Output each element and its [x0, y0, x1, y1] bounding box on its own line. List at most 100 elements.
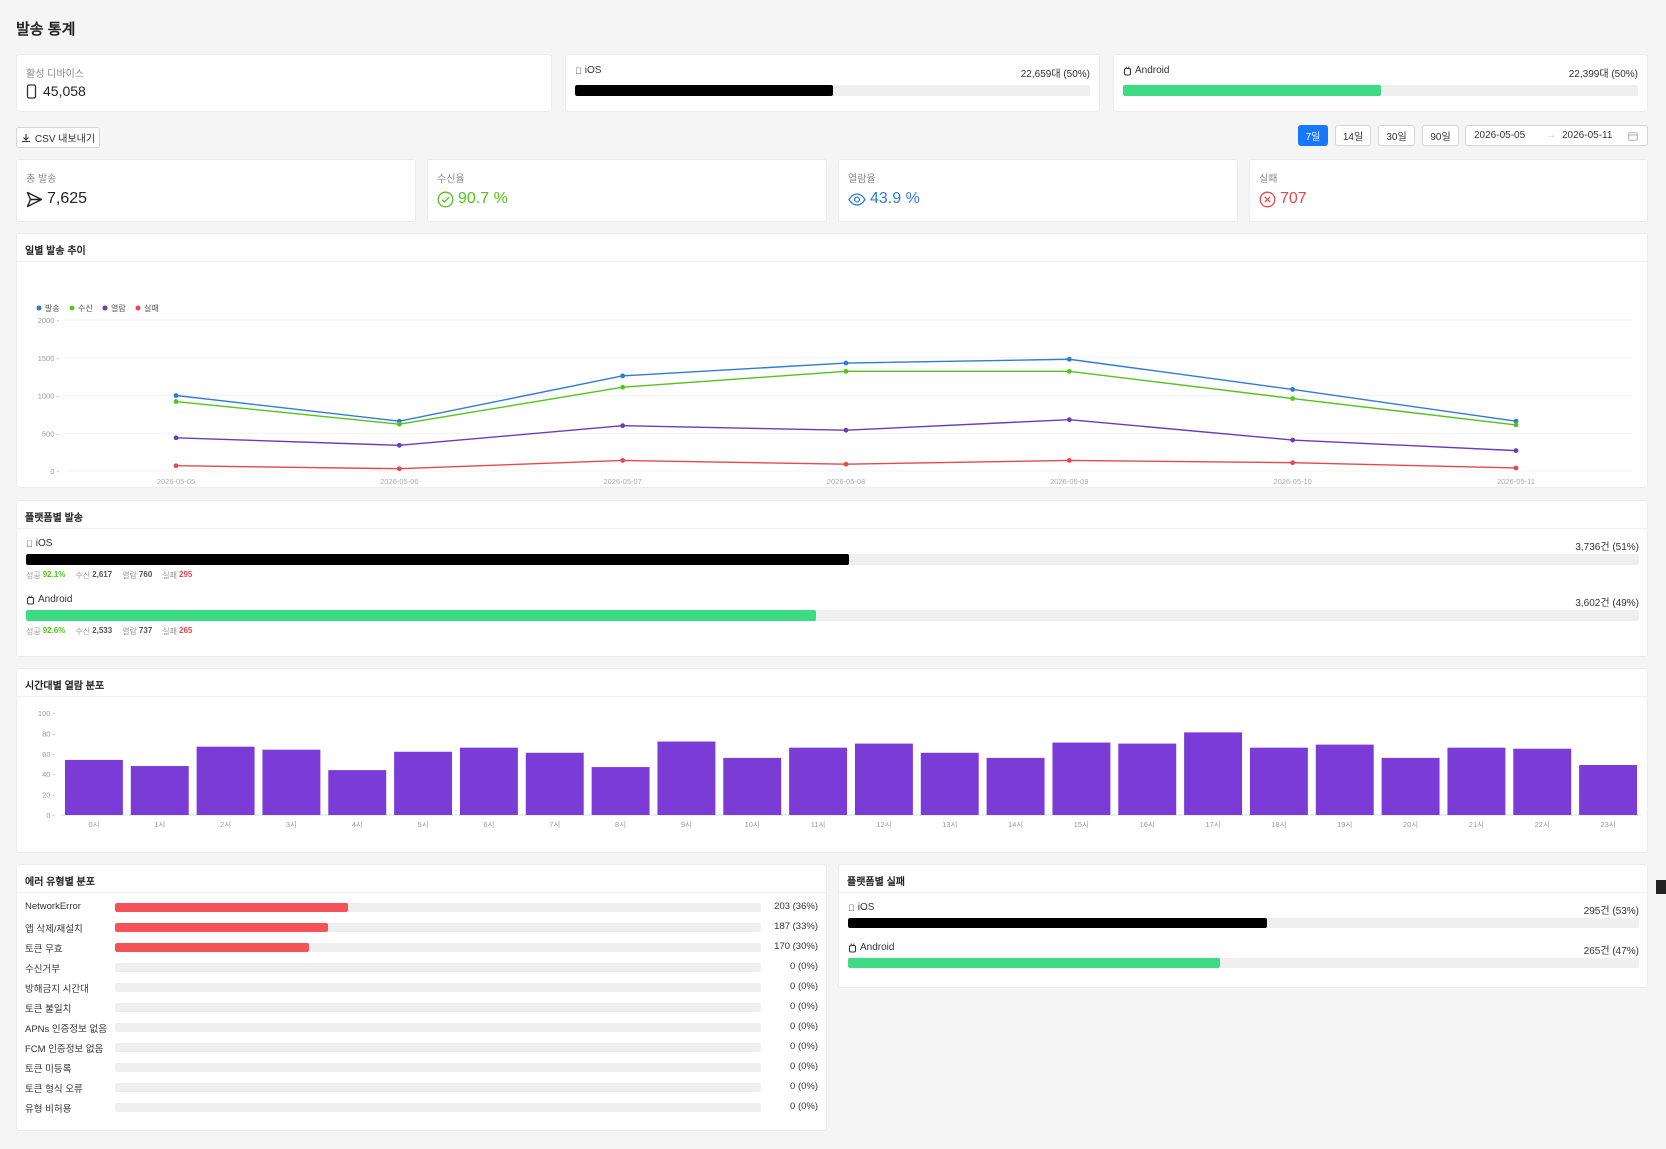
android-success-label: 성공	[26, 627, 41, 636]
x-tick-label: 7시	[549, 820, 560, 829]
hour-bar	[196, 746, 255, 815]
ios-devices-bar	[575, 85, 1090, 96]
error-label: 토큰 형식 오류	[25, 1084, 83, 1095]
platform-send-title: 플랫폼별 발송	[25, 513, 83, 524]
hour-bar	[854, 743, 913, 815]
hour-bar	[723, 757, 782, 815]
error-value: 170 (30%)	[774, 941, 818, 952]
platform-android-label: Android	[38, 594, 73, 605]
hour-bar	[1513, 748, 1572, 815]
legend-label: 수신	[78, 304, 93, 313]
error-value: 187 (33%)	[774, 921, 818, 932]
legend-marker	[69, 305, 75, 311]
android-devices-bar	[1123, 85, 1638, 96]
platform-ios-bar	[26, 554, 1639, 565]
data-point	[620, 384, 626, 390]
error-value: 0 (0%)	[790, 1021, 818, 1032]
data-point	[620, 373, 626, 379]
page-title: 발송 통계	[16, 21, 76, 38]
date-range-picker[interactable]: 2026-05-05 → 2026-05-11	[1465, 125, 1648, 146]
date-from-input[interactable]: 2026-05-05	[1474, 130, 1526, 141]
error-row: 유형 비허용 0 (0%)	[25, 1100, 818, 1115]
range-14-button[interactable]: 14일	[1335, 125, 1371, 146]
fail-android-value: 265건 (47%)	[1583, 946, 1639, 957]
x-tick-label: 2026-05-06	[380, 477, 418, 486]
x-tick-label: 2026-05-07	[603, 477, 641, 486]
y-tick-label: 20 -	[42, 791, 55, 800]
ios-open-label: 열람	[122, 571, 137, 580]
data-point	[1066, 368, 1072, 374]
error-label: 수신거부	[25, 964, 60, 975]
x-tick-label: 4시	[352, 820, 363, 829]
error-distribution-title: 에러 유형별 분포	[25, 877, 95, 888]
platform-android-bar	[26, 610, 1639, 621]
error-bar	[115, 1003, 761, 1012]
data-point	[1513, 448, 1519, 454]
error-label: NetworkError	[25, 901, 81, 912]
range-30-button[interactable]: 30일	[1378, 125, 1415, 146]
fail-ios-value: 295건 (53%)	[1583, 906, 1639, 917]
x-tick-label: 2시	[220, 820, 231, 829]
y-tick-label: 1500 -	[38, 354, 60, 363]
ios-devices-bar-fill	[575, 85, 833, 96]
legend-marker	[36, 305, 42, 311]
range-7-button[interactable]: 7일	[1298, 125, 1328, 146]
ios-recv-label: 수신	[75, 571, 91, 580]
error-bar-fill	[115, 903, 348, 912]
platform-ios-bar-fill	[26, 554, 849, 565]
hour-bar	[1447, 747, 1506, 815]
x-tick-label: 8시	[615, 820, 626, 829]
hourly-chart-card: 시간대별 열람 분포 0 - 20 - 40 - 60 - 80 - 100 - 0시 1시 2…	[16, 668, 1648, 853]
x-tick-label: 14시	[1008, 820, 1023, 829]
x-tick-label: 17시	[1205, 820, 1220, 829]
hour-bar	[1381, 757, 1440, 815]
hour-bar	[394, 751, 453, 815]
fail-ios-bar-fill	[848, 918, 1268, 928]
error-row: 토큰 미등록 0 (0%)	[25, 1060, 818, 1075]
android-devices-bar-fill	[1123, 85, 1381, 96]
daily-chart-title: 일별 발송 추이	[25, 246, 86, 257]
apple-icon: 	[575, 66, 582, 76]
error-row: APNs 인증정보 없음 0 (0%)	[25, 1020, 818, 1035]
android-icon	[26, 594, 35, 605]
ios-open-value: 760	[138, 570, 153, 579]
hour-bar	[262, 749, 321, 815]
platform-android-bar-fill	[26, 610, 817, 621]
error-bar	[115, 1083, 761, 1092]
hour-bar	[1184, 732, 1243, 815]
android-open-label: 열람	[122, 627, 137, 636]
android-devices-card: Android 22,399대 (50%)	[1113, 54, 1648, 112]
series-line	[175, 358, 1517, 422]
hour-bar	[525, 752, 584, 815]
x-tick-label: 16시	[1140, 820, 1155, 829]
x-tick-label: 5시	[418, 820, 429, 829]
date-to-input[interactable]: 2026-05-11	[1562, 130, 1613, 141]
data-point	[843, 427, 849, 433]
ios-success-label: 성공	[26, 571, 41, 580]
android-open-value: 737	[138, 626, 153, 635]
x-tick-label: 12시	[876, 820, 891, 829]
x-tick-label: 11시	[811, 820, 826, 829]
apple-icon: 	[848, 903, 855, 913]
hour-bar	[1118, 743, 1177, 815]
android-devices-label: Android	[1135, 65, 1170, 76]
data-point	[396, 421, 402, 427]
daily-chart-card: 일별 발송 추이 발송 수신 열람 실패 0 - 500 - 1000 - 1500 - 200…	[16, 233, 1648, 488]
csv-export-button[interactable]: CSV 내보내기	[16, 127, 100, 148]
scroll-handle[interactable]	[1656, 880, 1666, 894]
data-point	[1290, 437, 1296, 443]
x-circle-icon	[1259, 191, 1276, 207]
data-point	[1290, 387, 1296, 392]
x-tick-label: 18시	[1271, 820, 1286, 829]
y-tick-label: 2000 -	[38, 316, 60, 325]
range-90-button[interactable]: 90일	[1422, 125, 1459, 146]
data-point	[173, 463, 179, 469]
x-tick-label: 13시	[942, 820, 957, 829]
data-point	[396, 442, 402, 448]
error-label: 유형 비허용	[25, 1104, 72, 1115]
error-bar-fill	[115, 923, 329, 932]
android-fail-label: 실패	[162, 627, 178, 636]
y-tick-label: 0 -	[46, 811, 55, 820]
hour-bar	[64, 759, 123, 815]
